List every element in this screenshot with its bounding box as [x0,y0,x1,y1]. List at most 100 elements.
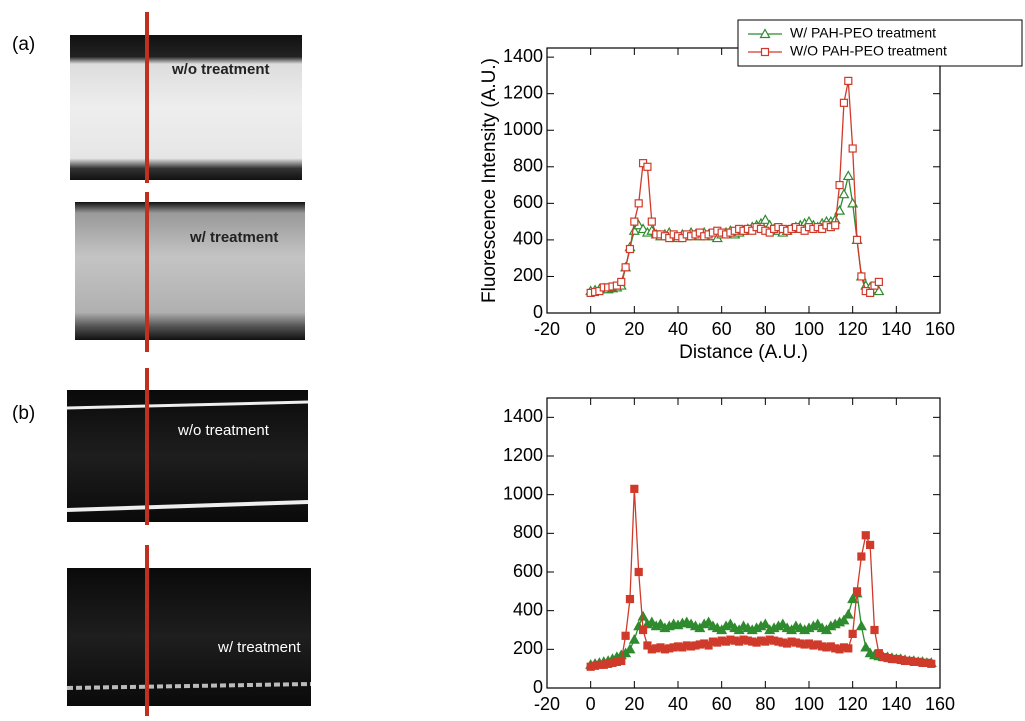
marker [848,144,857,153]
marker [625,594,635,604]
marker [847,593,859,604]
micrograph [75,202,305,340]
x-tick-label: 0 [586,694,596,714]
y-tick-label: 1200 [503,445,543,465]
marker [630,217,639,226]
y-tick-label: 1000 [503,119,543,139]
marker [625,244,635,254]
marker [874,277,883,287]
marker [624,643,636,654]
image-label: w/ treatment [217,639,301,656]
marker [634,567,643,577]
x-tick-label: 60 [712,694,732,714]
channel-wall [66,682,312,690]
y-tick-label: 600 [513,192,543,212]
y-tick-label: 800 [513,522,543,542]
marker [873,285,885,296]
image-label: w/o treatment [171,61,270,78]
marker [835,180,844,190]
marker [812,618,824,629]
marker [870,625,879,635]
y-tick-label: 400 [513,599,543,619]
x-tick-label: -20 [534,319,560,339]
x-tick-label: 80 [755,319,775,339]
x-tick-label: -20 [534,694,560,714]
marker [848,629,857,638]
y-tick-label: 1200 [503,82,543,102]
micrograph [67,390,308,522]
legend-marker [760,47,770,57]
marker [842,608,854,619]
x-tick-label: 20 [624,319,644,339]
panel-label: (b) [12,403,35,424]
marker [759,214,771,224]
x-tick-label: 0 [586,319,596,339]
legend-marker [759,28,771,39]
x-tick-label: 40 [668,319,688,339]
channel-wall [66,500,309,512]
panel-label: (a) [12,34,35,55]
marker [866,288,875,297]
y-tick-label: 200 [513,265,543,285]
channel-wall [66,400,309,410]
y-tick-label: 200 [513,638,543,658]
marker [866,540,875,550]
marker [621,631,630,640]
x-tick-label: 100 [794,319,824,339]
marker [927,659,936,668]
marker [844,644,853,653]
y-tick-label: 600 [513,561,543,581]
marker [647,217,656,226]
marker [621,263,630,272]
marker [637,223,649,234]
x-tick-label: 40 [668,694,688,714]
marker [759,618,771,629]
legend-label: W/O PAH-PEO treatment [790,43,947,59]
x-axis-label: Distance (A.U.) [679,342,808,363]
legend-box [737,19,1023,67]
x-tick-label: 160 [925,319,955,339]
marker [777,618,789,629]
marker [860,641,872,652]
x-tick-label: 140 [881,319,911,339]
x-tick-label: 60 [712,319,732,339]
marker [643,162,652,171]
marker [838,188,850,199]
plot-frame [546,47,941,314]
legend-label: W/ PAH-PEO treatment [790,25,936,41]
y-tick-label: 0 [533,302,543,322]
marker [855,620,867,631]
x-tick-label: 160 [925,694,955,714]
x-tick-label: 120 [838,319,868,339]
y-tick-label: 1000 [503,483,543,503]
marker [844,76,853,85]
marker [655,618,667,629]
marker [839,98,849,107]
plot-frame [546,397,941,689]
marker [831,221,840,230]
x-tick-label: 120 [838,694,868,714]
marker [838,614,850,625]
marker [638,625,648,635]
image-label: w/o treatment [177,422,270,439]
x-tick-label: 80 [755,694,775,714]
marker [852,235,862,244]
marker [724,618,736,629]
y-tick-label: 400 [513,229,543,249]
marker [852,587,862,596]
y-axis-label: Fluorescence Intensity (A.U.) [479,58,500,303]
marker [617,277,626,287]
marker [646,616,658,627]
marker [628,633,640,644]
marker [617,656,626,666]
x-tick-label: 100 [794,694,824,714]
micrograph [70,35,302,180]
marker [703,616,715,627]
y-tick-label: 1400 [503,406,543,426]
y-tick-label: 1400 [503,46,543,66]
x-tick-label: 140 [881,694,911,714]
marker [857,552,866,561]
marker [857,272,866,281]
